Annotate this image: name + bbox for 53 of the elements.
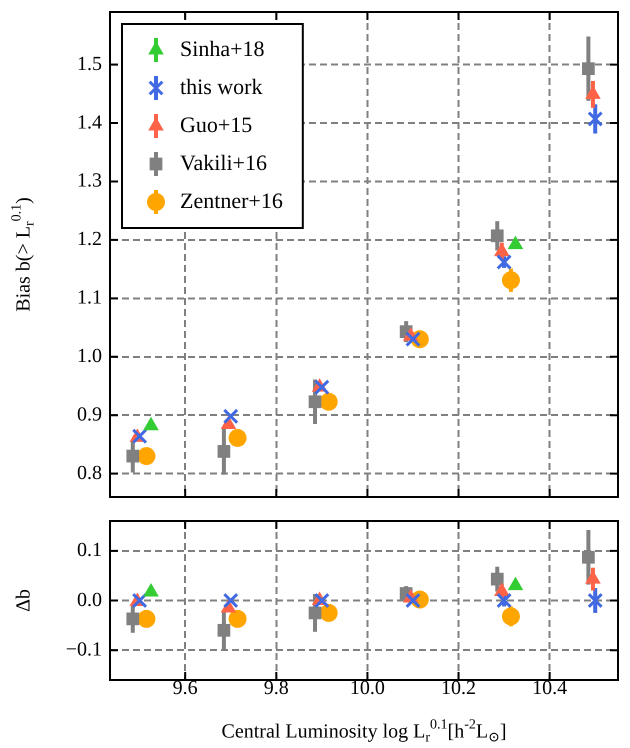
- point: [314, 592, 330, 608]
- point: [126, 612, 140, 626]
- x-tick-label: 9.8: [264, 676, 289, 699]
- point: [228, 610, 247, 628]
- point: [502, 271, 520, 290]
- point: [308, 395, 322, 408]
- point: [490, 229, 504, 242]
- point: [228, 428, 247, 447]
- legend-label: this work: [180, 74, 262, 99]
- point: [137, 610, 156, 628]
- point: [132, 592, 148, 608]
- y-axis-title: Δb: [12, 589, 34, 612]
- y-tick-label: 1.2: [77, 228, 102, 250]
- x-tick-label: 10.4: [532, 676, 568, 699]
- legend-label: Zentner+16: [180, 188, 283, 213]
- point: [222, 592, 239, 608]
- y-tick-label: 0.0: [77, 588, 102, 611]
- legend-label: Guo+15: [180, 112, 252, 137]
- point: [587, 592, 604, 608]
- y-tick-label: 1.0: [77, 345, 102, 368]
- point: [582, 550, 595, 564]
- point: [132, 428, 148, 444]
- y-tick-label: 1.4: [77, 111, 102, 134]
- point: [496, 592, 512, 608]
- point: [320, 604, 338, 622]
- point: [587, 111, 604, 127]
- point: [582, 62, 595, 76]
- point: [320, 392, 338, 411]
- y-tick-label: 1.3: [77, 170, 102, 192]
- y-tick-label: 0.8: [77, 462, 102, 484]
- y-tick-label: 0.1: [77, 539, 102, 562]
- legend-label: Sinha+18: [180, 36, 265, 61]
- point: [137, 447, 156, 466]
- y-tick-label: 0.9: [77, 403, 102, 426]
- y-axis-title: Bias b(> Lr0.1): [10, 197, 38, 312]
- y-tick-label: 1.1: [77, 286, 102, 309]
- x-tick-label: 10.2: [441, 676, 476, 699]
- y-tick-label: 1.5: [77, 52, 102, 75]
- x-tick-label: 9.6: [172, 676, 198, 699]
- point: [314, 379, 330, 396]
- point: [405, 331, 421, 348]
- point: [218, 624, 230, 637]
- point: [490, 572, 504, 586]
- legend-label: Vakili+16: [180, 150, 267, 175]
- x-tick-label: 10.0: [350, 676, 385, 699]
- point: [218, 445, 230, 458]
- point: [222, 408, 239, 424]
- point: [502, 607, 520, 626]
- point: [308, 606, 322, 620]
- point: [405, 592, 421, 608]
- point: [126, 450, 140, 462]
- point: [496, 254, 512, 270]
- y-tick-label: −0.1: [66, 638, 102, 660]
